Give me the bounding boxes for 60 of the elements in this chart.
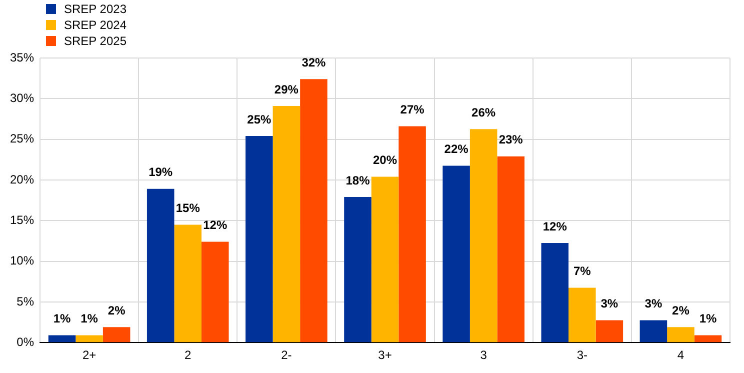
legend-label: SREP 2023	[64, 1, 126, 17]
data-label: 26%	[472, 105, 496, 120]
data-label: 15%	[176, 201, 200, 216]
y-tick-label: 0%	[16, 334, 34, 349]
x-tick-label: 2-	[281, 348, 292, 362]
y-tick-label: 10%	[10, 254, 34, 268]
bar	[344, 197, 372, 342]
data-label: 3%	[644, 296, 662, 311]
data-label: 19%	[148, 165, 173, 180]
bar	[640, 320, 668, 342]
x-tick-label: 3-	[576, 348, 588, 362]
bar	[76, 335, 103, 342]
data-label: 7%	[573, 264, 592, 278]
data-label: 32%	[302, 55, 326, 70]
data-label: 29%	[274, 82, 299, 96]
data-label: 2%	[108, 303, 126, 318]
data-label: 25%	[247, 112, 272, 126]
x-tick-label: 3	[480, 348, 488, 362]
bar	[174, 224, 202, 342]
y-tick-label: 15%	[10, 212, 34, 227]
bar	[442, 166, 470, 342]
bar	[694, 335, 722, 342]
bar	[246, 136, 273, 342]
y-tick-label: 20%	[10, 172, 34, 186]
bar	[398, 126, 426, 342]
bar	[497, 156, 524, 342]
data-label: 1%	[53, 312, 72, 326]
y-tick-label: 25%	[10, 132, 34, 146]
data-label: 1%	[80, 312, 98, 326]
bar	[470, 129, 498, 342]
data-label: 18%	[346, 173, 370, 188]
data-label: 2%	[672, 303, 690, 318]
y-tick-label: 35%	[10, 50, 34, 64]
x-tick-label: 2+	[82, 348, 96, 362]
data-label: 20%	[372, 153, 398, 168]
bar	[202, 242, 229, 342]
x-tick-label: 3+	[378, 348, 392, 362]
x-tick-label: 2	[184, 348, 192, 362]
bar	[568, 288, 596, 342]
data-label: 27%	[400, 102, 425, 117]
bar	[272, 106, 300, 342]
data-label: 1%	[699, 312, 717, 326]
data-label: 12%	[542, 219, 568, 234]
legend-label: SREP 2024	[64, 17, 126, 33]
bar	[596, 320, 624, 342]
legend-label: SREP 2025	[64, 33, 126, 49]
data-label: 23%	[498, 132, 524, 147]
bar	[667, 327, 694, 342]
bar	[146, 188, 174, 342]
bar	[48, 335, 76, 342]
y-tick-label: 30%	[10, 90, 34, 105]
bar	[102, 327, 130, 342]
bar	[541, 242, 569, 342]
bar	[371, 176, 399, 342]
data-label: 3%	[600, 296, 618, 311]
data-label: 12%	[203, 218, 228, 232]
x-tick-label: 4	[677, 348, 684, 362]
y-tick-label: 5%	[16, 294, 34, 308]
data-label: 22%	[444, 142, 469, 156]
bar	[300, 79, 328, 342]
